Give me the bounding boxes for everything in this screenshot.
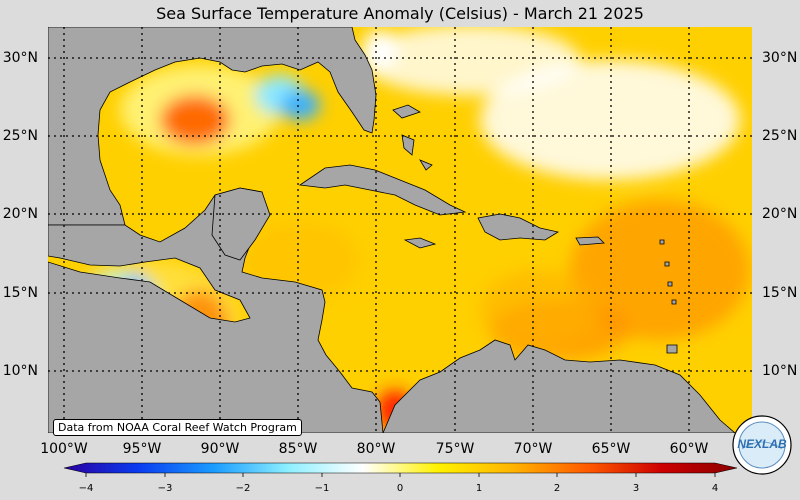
map-title: Sea Surface Temperature Anomaly (Celsius…	[156, 4, 644, 23]
logo-text: NEXLAB	[737, 437, 787, 451]
lon-label: 60°W	[669, 441, 709, 457]
data-credit-label: Data from NOAA Coral Reef Watch Program	[53, 419, 302, 436]
lesser-antilles-islands	[659, 239, 678, 354]
nexlab-logo[interactable]: NEXLAB	[732, 415, 792, 475]
south-america-land	[382, 339, 736, 433]
lon-label: 100°W	[40, 441, 88, 457]
colorbar-tick-label: 1	[475, 483, 483, 494]
lat-label-left: 30°N	[2, 50, 38, 66]
lon-label: 75°W	[435, 441, 475, 457]
colorbar-tick-label: 2	[553, 483, 561, 494]
bahamas-islands	[392, 104, 433, 171]
lon-label: 90°W	[200, 441, 240, 457]
cuba-island	[298, 164, 467, 216]
yucatan-land	[211, 187, 271, 261]
lat-label-right: 30°N	[762, 50, 798, 66]
lat-label-left: 25°N	[2, 128, 38, 144]
lon-label: 80°W	[356, 441, 396, 457]
lat-label-left: 10°N	[2, 363, 38, 379]
jamaica-island	[403, 237, 437, 249]
colorbar-tick-label: 0	[396, 483, 404, 494]
colorbar-tick-label: 4	[711, 483, 719, 494]
colorbar	[63, 462, 738, 474]
colorbar-ticks	[85, 473, 716, 477]
colorbar-tick-label: 3	[632, 483, 640, 494]
colorbar-tick-label: −2	[235, 483, 251, 494]
lat-label-right: 10°N	[762, 363, 798, 379]
lon-label: 70°W	[513, 441, 553, 457]
colorbar-tick-label: −1	[314, 483, 330, 494]
puerto-rico-island	[575, 236, 605, 246]
lat-label-left: 20°N	[2, 206, 38, 222]
land-masses	[48, 27, 736, 433]
lon-label: 65°W	[591, 441, 631, 457]
lat-label-right: 25°N	[762, 128, 798, 144]
lon-label: 95°W	[122, 441, 162, 457]
lon-label: 85°W	[278, 441, 318, 457]
lat-label-right: 20°N	[762, 206, 798, 222]
hispaniola-island	[477, 213, 560, 241]
graticule	[48, 27, 752, 433]
colorbar-tick-label: −4	[78, 483, 94, 494]
lat-label-left: 15°N	[2, 285, 38, 301]
colorbar-tick-label: −3	[157, 483, 173, 494]
lat-label-right: 15°N	[762, 285, 798, 301]
